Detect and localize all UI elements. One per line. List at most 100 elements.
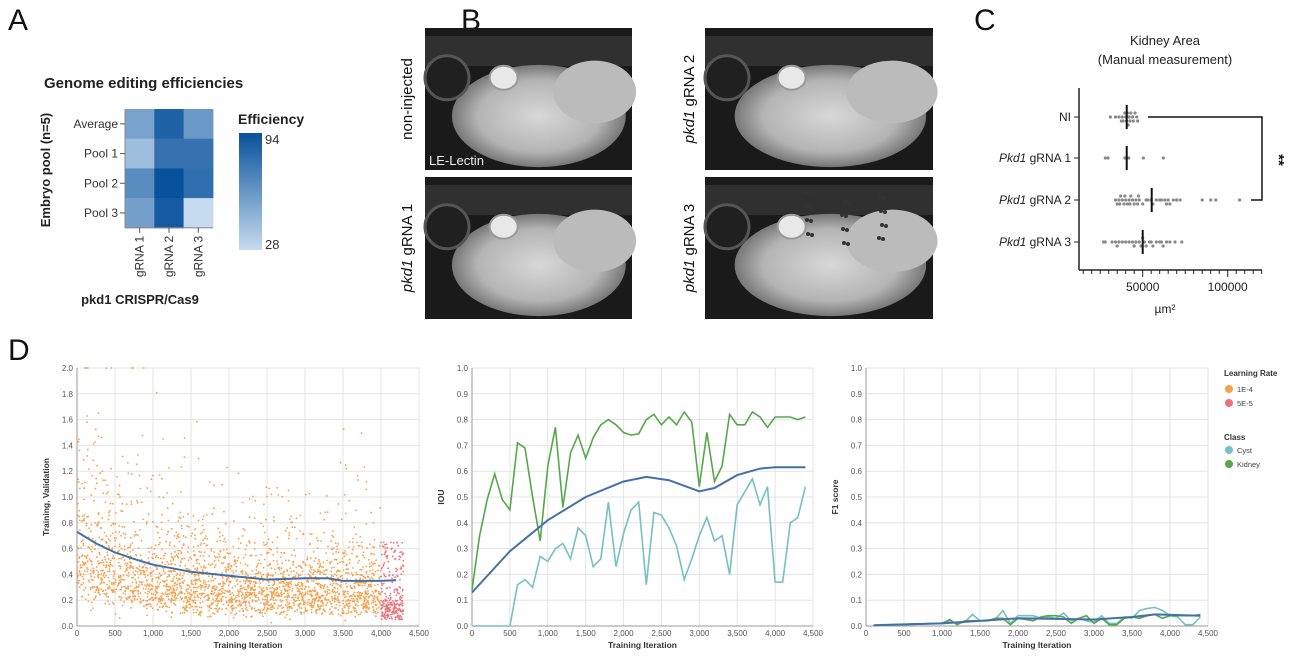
data-point-1E-4 [155, 577, 158, 579]
data-point-1E-4 [354, 607, 357, 610]
data-point-1E-4 [126, 574, 128, 577]
data-point-1E-4 [123, 585, 126, 588]
data-point-1E-4 [185, 602, 188, 604]
data-point-1E-4 [272, 599, 275, 601]
data-point-1E-4 [276, 536, 279, 538]
data-point-1E-4 [304, 592, 307, 594]
data-point-1E-4 [165, 540, 168, 543]
data-point-5E-5 [400, 599, 403, 602]
data-point-1E-4 [271, 575, 274, 577]
data-point-1E-4 [261, 593, 264, 596]
data-point-1E-4 [173, 582, 176, 585]
data-point-1E-4 [225, 568, 228, 571]
data-point-1E-4 [220, 592, 223, 595]
data-point-1E-4 [197, 558, 200, 561]
data-point-1E-4 [160, 528, 163, 531]
data-point-1E-4 [337, 542, 340, 545]
data-point-1E-4 [314, 570, 316, 573]
data-point-1E-4 [257, 570, 260, 573]
data-point-1E-4 [167, 563, 170, 565]
data-point-1E-4 [193, 550, 195, 552]
y-tick-label: 0.4 [457, 519, 469, 528]
data-point-1E-4 [293, 604, 295, 607]
y-tick-label: 1.8 [62, 390, 74, 399]
data-point-1E-4 [336, 599, 339, 602]
data-point-1E-4 [203, 565, 205, 567]
data-point-1E-4 [112, 577, 115, 580]
heatmap-panel: Genome editing efficiencies AveragePool … [38, 75, 304, 307]
data-point-1E-4 [200, 588, 203, 590]
data-point-1E-4 [124, 537, 126, 539]
data-point-1E-4 [372, 592, 375, 594]
data-point [1171, 198, 1175, 202]
stain-label: LE-Lectin [429, 153, 484, 168]
data-point-1E-4 [347, 605, 350, 608]
data-point-1E-4 [181, 546, 184, 549]
data-point-1E-4 [168, 593, 171, 596]
data-point [1124, 198, 1128, 202]
data-point-1E-4 [179, 596, 182, 599]
data-point-1E-4 [356, 600, 358, 602]
data-point-1E-4 [375, 589, 378, 592]
data-point [1168, 240, 1172, 244]
data-point-1E-4 [180, 524, 183, 527]
data-point-1E-4 [276, 560, 278, 562]
data-point-1E-4 [201, 531, 204, 534]
data-point-1E-4 [174, 563, 177, 566]
data-point-1E-4 [366, 600, 369, 602]
data-point-1E-4 [118, 579, 121, 582]
data-point-1E-4 [238, 593, 240, 596]
data-point-1E-4 [287, 583, 290, 586]
data-point-1E-4 [303, 603, 305, 606]
image-label-3: pkd1 gRNA 2 [681, 55, 698, 144]
data-point-5E-5 [402, 609, 404, 612]
data-point-5E-5 [391, 581, 394, 584]
data-point-1E-4 [84, 367, 86, 369]
data-point-1E-4 [93, 598, 95, 601]
heatmap-cell [183, 109, 214, 140]
data-point-1E-4 [317, 603, 319, 606]
data-point-1E-4 [122, 592, 125, 594]
data-point-1E-4 [96, 575, 99, 578]
trend-line [471, 466, 806, 594]
data-point-1E-4 [188, 586, 191, 588]
data-point-1E-4 [130, 500, 133, 503]
data-point [1122, 202, 1126, 206]
data-point-1E-4 [350, 611, 353, 614]
data-point-1E-4 [169, 560, 172, 562]
data-point-1E-4 [315, 593, 317, 596]
data-point-1E-4 [372, 521, 375, 524]
data-point-1E-4 [327, 598, 330, 601]
data-point-1E-4 [108, 511, 110, 514]
data-point-1E-4 [221, 591, 224, 594]
data-point-1E-4 [143, 573, 146, 576]
data-point-1E-4 [287, 585, 290, 588]
data-point-1E-4 [287, 603, 289, 606]
data-point-1E-4 [263, 544, 266, 547]
data-point-1E-4 [239, 590, 242, 592]
data-point-1E-4 [118, 576, 120, 578]
data-point-1E-4 [142, 599, 145, 601]
data-point-1E-4 [142, 367, 145, 369]
data-point-1E-4 [298, 581, 300, 584]
data-point-1E-4 [236, 560, 239, 562]
data-point-1E-4 [278, 585, 281, 588]
data-point-1E-4 [121, 510, 124, 512]
data-point-1E-4 [233, 520, 235, 522]
data-point-5E-5 [393, 591, 396, 593]
data-point-1E-4 [231, 592, 234, 594]
data-point-1E-4 [130, 599, 133, 602]
data-point-1E-4 [241, 593, 244, 596]
data-point-1E-4 [138, 529, 141, 531]
data-point-1E-4 [102, 538, 104, 541]
data-point-1E-4 [97, 576, 100, 579]
data-point-5E-5 [389, 586, 391, 589]
data-point-1E-4 [249, 605, 251, 607]
data-point-1E-4 [342, 612, 345, 614]
data-point-1E-4 [168, 585, 171, 588]
data-point-1E-4 [77, 478, 80, 481]
data-point-1E-4 [294, 610, 296, 613]
data-point-1E-4 [98, 588, 100, 590]
data-point-5E-5 [380, 553, 383, 556]
data-point-1E-4 [280, 604, 283, 607]
